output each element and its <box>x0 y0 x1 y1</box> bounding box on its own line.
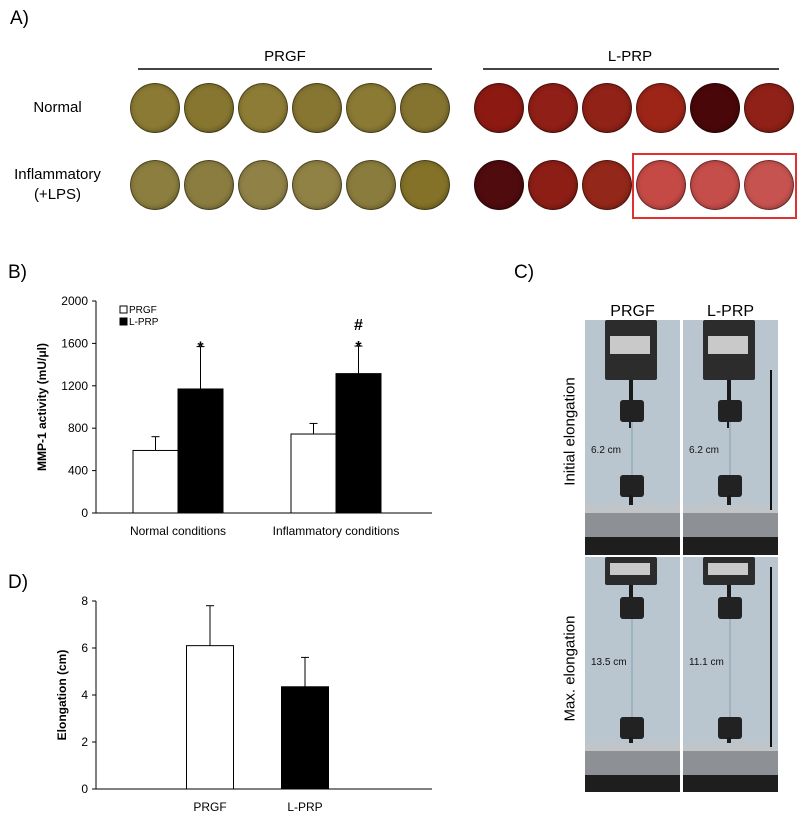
prgf-group-label: PRGF <box>264 48 306 65</box>
dish-lprp-normal-1 <box>474 83 524 133</box>
photo-lprp-max: 11.1 cm <box>683 557 778 792</box>
y-tick-label: 0 <box>81 782 88 796</box>
row-label-inflammatory-line2: (+LPS) <box>33 186 82 203</box>
panel-b-label: B) <box>8 262 27 283</box>
x-tick-label: Normal conditions <box>130 524 226 538</box>
y-tick-label: 8 <box>81 594 88 608</box>
significance-marker: # <box>354 317 363 334</box>
legend-label-l-prp: L-PRP <box>129 317 159 328</box>
bar-l-prp <box>281 686 329 790</box>
x-tick-label: PRGF <box>193 800 226 813</box>
dish-prgf-normal-2 <box>184 83 234 133</box>
panel-a-label: A) <box>10 8 29 29</box>
significance-marker: * <box>197 340 204 357</box>
panel-d-label: D) <box>8 572 29 593</box>
lprp-group-label: L-PRP <box>607 48 653 65</box>
dish-lprp-inflammatory-2 <box>528 160 578 210</box>
dish-prgf-inflammatory-6 <box>400 160 450 210</box>
dish-prgf-inflammatory-4 <box>292 160 342 210</box>
row-label-inflammatory: Inflammatory (+LPS) <box>0 165 115 205</box>
col-label-lprp: L-PRP <box>706 303 755 320</box>
y-tick-label: 2000 <box>61 294 88 308</box>
photo-lprp-initial: 6.2 cm <box>683 320 778 555</box>
dish-lprp-inflammatory-6 <box>744 160 794 210</box>
chart-b: 0 400 800 1200 1600 2000 MMP-1 activity (mU/μl… <box>35 294 432 538</box>
dish-prgf-normal-5 <box>346 83 396 133</box>
bar-prgf-2 <box>290 433 337 514</box>
dish-prgf-inflammatory-5 <box>346 160 396 210</box>
dish-lprp-normal-5 <box>690 83 740 133</box>
significance-marker: * <box>355 339 362 356</box>
prgf-group-line <box>138 68 432 70</box>
dish-lprp-inflammatory-1 <box>474 160 524 210</box>
measurement-lprp-initial: 6.2 cm <box>689 445 720 456</box>
dish-prgf-inflammatory-1 <box>130 160 180 210</box>
chart-d: 0 2 4 6 8 Elongation (cm) PRGF L-PRP <box>55 594 432 813</box>
row-label-initial-elongation: Initial elongation <box>561 377 579 486</box>
photo-prgf-max: 13.5 cm <box>585 557 680 792</box>
x-tick-label: L-PRP <box>287 800 322 813</box>
bar-prgf <box>186 645 234 790</box>
y-tick-label: 4 <box>81 688 88 702</box>
photo-prgf-initial: 6.2 cm <box>585 320 680 555</box>
bar-l-prp-2 <box>335 373 382 514</box>
legend-swatch-prgf <box>119 305 128 314</box>
col-label-prgf: PRGF <box>610 303 655 320</box>
row-label-normal: Normal <box>33 99 82 116</box>
bar-l-prp-1 <box>177 388 224 514</box>
measurement-lprp-max: 11.1 cm <box>689 657 724 668</box>
lprp-group-line <box>483 68 779 70</box>
dish-lprp-inflammatory-5 <box>690 160 740 210</box>
dish-prgf-normal-3 <box>238 83 288 133</box>
row-label-inflammatory-line1: Inflammatory <box>14 166 101 183</box>
dish-lprp-normal-3 <box>582 83 632 133</box>
dish-prgf-normal-1 <box>130 83 180 133</box>
y-tick-label: 800 <box>68 421 88 435</box>
legend-label-prgf: PRGF <box>129 305 157 316</box>
dish-prgf-inflammatory-3 <box>238 160 288 210</box>
panel-c-label: C) <box>514 262 535 283</box>
dish-lprp-normal-6 <box>744 83 794 133</box>
bar-prgf-1 <box>132 449 179 514</box>
highlight-box <box>632 153 797 219</box>
y-tick-label: 400 <box>68 464 88 478</box>
y-tick-label: 6 <box>81 641 88 655</box>
legend-swatch-l-prp <box>119 317 128 326</box>
dish-prgf-normal-6 <box>400 83 450 133</box>
dish-lprp-normal-4 <box>636 83 686 133</box>
measurement-prgf-initial: 6.2 cm <box>591 445 622 456</box>
dish-lprp-normal-2 <box>528 83 578 133</box>
y-axis-label: MMP-1 activity (mU/μl) <box>35 343 49 471</box>
y-tick-label: 0 <box>81 506 88 520</box>
dish-prgf-inflammatory-2 <box>184 160 234 210</box>
y-tick-label: 1200 <box>61 379 88 393</box>
row-label-max-elongation: Max. elongation <box>561 615 579 722</box>
dish-lprp-inflammatory-4 <box>636 160 686 210</box>
y-axis-label: Elongation (cm) <box>55 650 69 741</box>
y-tick-label: 2 <box>81 735 88 749</box>
x-tick-label: Inflammatory conditions <box>273 524 400 538</box>
dish-lprp-inflammatory-3 <box>582 160 632 210</box>
y-tick-label: 1600 <box>61 336 88 350</box>
measurement-prgf-max: 13.5 cm <box>591 657 627 668</box>
dish-prgf-normal-4 <box>292 83 342 133</box>
